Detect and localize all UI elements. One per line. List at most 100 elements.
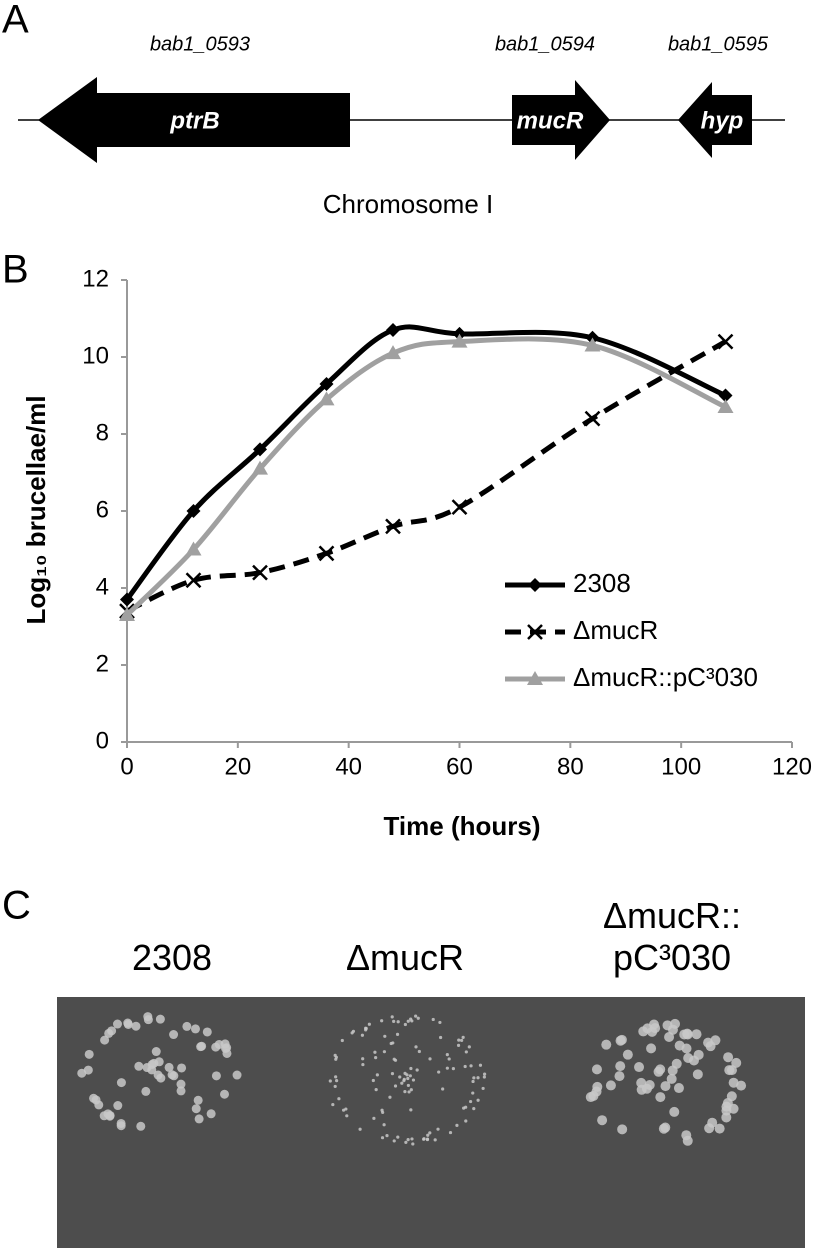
colony <box>448 1130 453 1135</box>
gene-arrow <box>38 77 350 163</box>
colony <box>592 1081 603 1092</box>
colony <box>116 1078 126 1088</box>
data-point <box>718 388 733 403</box>
colony <box>340 1038 344 1043</box>
colony <box>350 1031 354 1035</box>
colony <box>182 1021 192 1031</box>
data-point <box>319 376 334 391</box>
locus-label: bab1_0595 <box>668 33 769 55</box>
colony <box>202 1027 212 1037</box>
colony <box>464 1050 468 1054</box>
colony <box>84 1049 94 1059</box>
colony <box>155 1014 165 1024</box>
colony <box>472 1076 476 1080</box>
colony <box>116 1118 126 1128</box>
colony <box>615 1035 626 1046</box>
y-tick-label: 8 <box>96 419 109 446</box>
colony <box>615 1061 626 1072</box>
colony <box>462 1106 466 1110</box>
data-point <box>185 541 202 556</box>
colony <box>471 1079 475 1084</box>
colony <box>445 1066 449 1070</box>
locus-label: bab1_0594 <box>495 33 595 55</box>
data-point <box>717 399 734 414</box>
colony <box>456 1043 461 1047</box>
colony <box>426 1133 430 1137</box>
colony <box>176 1086 186 1096</box>
colony <box>683 1053 694 1064</box>
colony <box>364 1026 368 1030</box>
colony <box>705 1041 716 1052</box>
colony <box>614 1071 625 1082</box>
colony <box>721 1112 732 1123</box>
data-point <box>385 518 401 535</box>
colony <box>673 1083 684 1094</box>
colony <box>193 1095 203 1105</box>
data-point <box>584 337 601 352</box>
x-tick-label: 60 <box>446 753 473 780</box>
colony <box>220 1089 230 1099</box>
colony <box>411 1078 416 1082</box>
y-tick-label: 4 <box>96 573 109 600</box>
colony <box>682 1135 693 1146</box>
x-axis-title: Time (hours) <box>384 811 541 841</box>
colony <box>691 1029 702 1040</box>
colony <box>431 1017 435 1022</box>
data-point <box>252 564 268 581</box>
colony <box>726 1065 737 1076</box>
colony <box>373 1050 377 1054</box>
colony <box>463 1064 467 1069</box>
colony <box>406 1019 410 1023</box>
colony <box>707 1117 718 1128</box>
colony <box>469 1064 473 1068</box>
colony <box>211 1071 221 1081</box>
colony <box>726 1091 737 1102</box>
colony <box>437 1070 441 1074</box>
colony <box>411 1142 415 1146</box>
colony <box>447 1057 451 1061</box>
colony <box>433 1138 437 1142</box>
plate-label: ΔmucR:: pC³030 <box>603 895 741 978</box>
data-point <box>386 323 400 338</box>
colony <box>406 1076 410 1081</box>
colony <box>77 1068 87 1078</box>
colony <box>382 1123 386 1127</box>
colony <box>679 1029 690 1040</box>
colony <box>482 1075 486 1079</box>
colony <box>100 1035 110 1045</box>
colony <box>169 1030 179 1040</box>
colony <box>169 1071 179 1081</box>
colony <box>664 1031 675 1042</box>
colony <box>194 1114 204 1124</box>
colony <box>393 1058 398 1062</box>
data-point <box>120 592 134 607</box>
locus-label: bab1_0593 <box>150 33 250 55</box>
colony <box>585 1092 596 1103</box>
colony <box>428 1057 432 1061</box>
colony <box>383 1034 387 1038</box>
x-tick-label: 80 <box>557 753 584 780</box>
colony <box>406 1138 410 1142</box>
colony <box>191 1104 201 1114</box>
x-tick-label: 120 <box>772 753 812 780</box>
colony <box>416 1016 420 1020</box>
colony <box>404 1140 408 1144</box>
colony <box>410 1137 414 1141</box>
colony <box>422 1137 426 1141</box>
panel-label: B <box>2 248 29 292</box>
colony <box>660 1081 671 1092</box>
colony <box>176 1079 186 1089</box>
data-point <box>451 499 468 516</box>
legend-label: ΔmucR::pC³030 <box>573 662 758 692</box>
colony <box>414 1014 418 1018</box>
colony <box>177 1063 187 1073</box>
colony <box>597 1115 608 1126</box>
colony <box>371 1078 375 1083</box>
colony <box>445 1053 449 1057</box>
colony <box>438 1020 442 1025</box>
plate-label: ΔmucR <box>346 937 464 978</box>
colony <box>389 1041 393 1046</box>
x-tick-label: 0 <box>120 753 133 780</box>
colony <box>476 1098 480 1102</box>
colony <box>467 1045 471 1049</box>
